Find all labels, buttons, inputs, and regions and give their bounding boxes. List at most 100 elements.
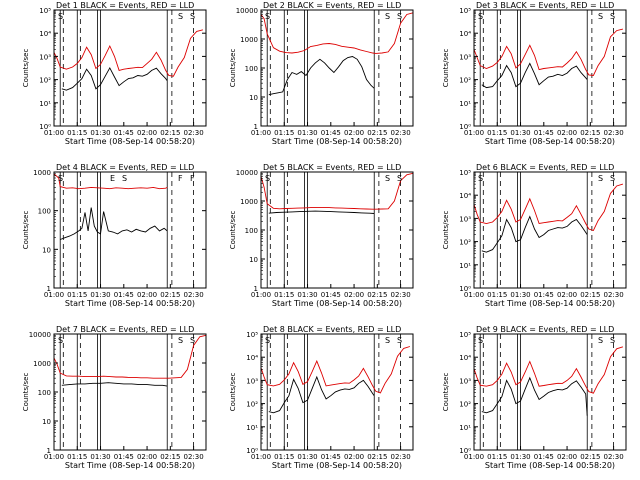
x-tick-label: 01:45 <box>114 291 134 299</box>
axes-frame <box>260 9 414 127</box>
y-tick-label: 1000 <box>240 36 258 44</box>
x-axis-label: Start Time (08-Sep-14 00:58:20) <box>65 137 195 146</box>
x-tick-label: 01:30 <box>510 129 530 137</box>
series-line-lld <box>474 183 624 232</box>
x-axis-label: Start Time (08-Sep-14 00:58:20) <box>272 461 402 470</box>
x-tick-label: 01:15 <box>487 453 507 461</box>
x-tick-label: 02:30 <box>183 129 203 137</box>
x-tick-label: 02:30 <box>183 291 203 299</box>
plot-area <box>474 10 624 126</box>
panel-title: Det 8 BLACK = Events, RED = LLD <box>263 325 401 334</box>
x-tick-label: 01:00 <box>251 453 271 461</box>
x-tick-label: 02:30 <box>390 453 410 461</box>
x-axis-label: Start Time (08-Sep-14 00:58:20) <box>272 137 402 146</box>
y-tick-label: 10000 <box>236 169 258 177</box>
x-tick-label: 02:30 <box>183 453 203 461</box>
x-tick-label: 01:15 <box>274 291 294 299</box>
flag-label: S <box>478 174 483 183</box>
x-tick-label: 02:15 <box>160 453 180 461</box>
x-tick-label: 01:15 <box>67 291 87 299</box>
panel-title: Det 1 BLACK = Events, RED = LLD <box>56 1 194 10</box>
flag-label: S <box>58 336 63 345</box>
y-axis-label: Counts/sec <box>22 211 30 250</box>
x-tick-label: 02:00 <box>137 453 157 461</box>
series-line-events <box>61 382 168 387</box>
plot-area <box>54 172 194 288</box>
series-line-lld <box>474 346 624 394</box>
x-axis-label: Start Time (08-Sep-14 00:58:20) <box>485 299 615 308</box>
flag-label: S <box>265 336 270 345</box>
y-tick-label: 1000 <box>33 169 51 177</box>
x-tick-label: 01:00 <box>44 129 64 137</box>
y-tick-label: 10⁴ <box>459 354 471 362</box>
plot-area <box>54 10 204 126</box>
x-tick-label: 01:45 <box>321 129 341 137</box>
x-tick-label: 01:30 <box>90 129 110 137</box>
y-tick-label: 1 <box>47 285 51 293</box>
flag-label: S <box>178 336 183 345</box>
flag-label: S <box>385 174 390 183</box>
y-axis-label: Counts/sec <box>442 211 450 250</box>
x-tick-label: 02:15 <box>580 291 600 299</box>
x-tick-label: 01:30 <box>510 291 530 299</box>
flag-label: S <box>397 336 402 345</box>
x-tick-label: 01:45 <box>321 291 341 299</box>
flag-label: S <box>265 174 270 183</box>
y-tick-label: 10000 <box>29 331 51 339</box>
x-tick-label: 02:00 <box>557 129 577 137</box>
x-tick-label: 02:15 <box>160 129 180 137</box>
plot-area <box>474 172 624 288</box>
x-tick-label: 02:00 <box>557 453 577 461</box>
flag-label: S <box>598 336 603 345</box>
y-tick-label: 10 <box>249 94 258 102</box>
flag-label: S <box>190 336 195 345</box>
panel-title: Det 2 BLACK = Events, RED = LLD <box>263 1 401 10</box>
y-axis-label: Counts/sec <box>229 211 237 250</box>
plot-area <box>261 172 413 288</box>
y-tick-label: 10³ <box>459 53 471 61</box>
flag-label: S <box>397 174 402 183</box>
flag-label: S <box>178 12 183 21</box>
x-tick-label: 01:15 <box>487 291 507 299</box>
y-tick-label: 10⁰ <box>459 447 471 455</box>
x-tick-label: 01:45 <box>534 291 554 299</box>
y-tick-label: 10¹ <box>246 424 258 432</box>
series-line-events <box>481 376 588 416</box>
x-tick-label: 01:45 <box>114 453 134 461</box>
axes-frame <box>260 333 414 451</box>
x-tick-label: 01:15 <box>274 453 294 461</box>
x-tick-label: 01:45 <box>534 453 554 461</box>
axes-frame <box>53 171 207 289</box>
y-axis-label: Counts/sec <box>22 49 30 88</box>
x-tick-label: 01:30 <box>90 291 110 299</box>
x-tick-label: 01:30 <box>90 453 110 461</box>
x-tick-label: 02:30 <box>390 129 410 137</box>
y-tick-label: 10⁴ <box>39 30 51 38</box>
x-axis-label: Start Time (08-Sep-14 00:58:20) <box>65 461 195 470</box>
y-axis-label: Counts/sec <box>229 373 237 412</box>
flag-label: S <box>385 12 390 21</box>
series-line-events <box>268 56 375 96</box>
y-tick-label: 10³ <box>246 377 258 385</box>
flag-label: S <box>397 12 402 21</box>
panel-title: Det 3 BLACK = Events, RED = LLD <box>476 1 614 10</box>
x-tick-label: 01:15 <box>67 453 87 461</box>
series-line-events <box>61 66 168 91</box>
x-tick-label: 01:45 <box>321 453 341 461</box>
series-line-lld <box>54 29 204 77</box>
flag-label: S <box>610 174 615 183</box>
y-tick-label: 1000 <box>240 198 258 206</box>
x-axis-label: Start Time (08-Sep-14 00:58:20) <box>485 137 615 146</box>
series-line-events <box>268 210 375 214</box>
flag-label: E <box>110 174 115 183</box>
series-line-events <box>481 62 588 89</box>
y-tick-label: 10⁵ <box>459 7 471 15</box>
y-tick-label: 10⁴ <box>459 192 471 200</box>
x-tick-label: 01:00 <box>251 129 271 137</box>
x-tick-label: 01:15 <box>274 129 294 137</box>
flag-label: F <box>178 174 183 183</box>
